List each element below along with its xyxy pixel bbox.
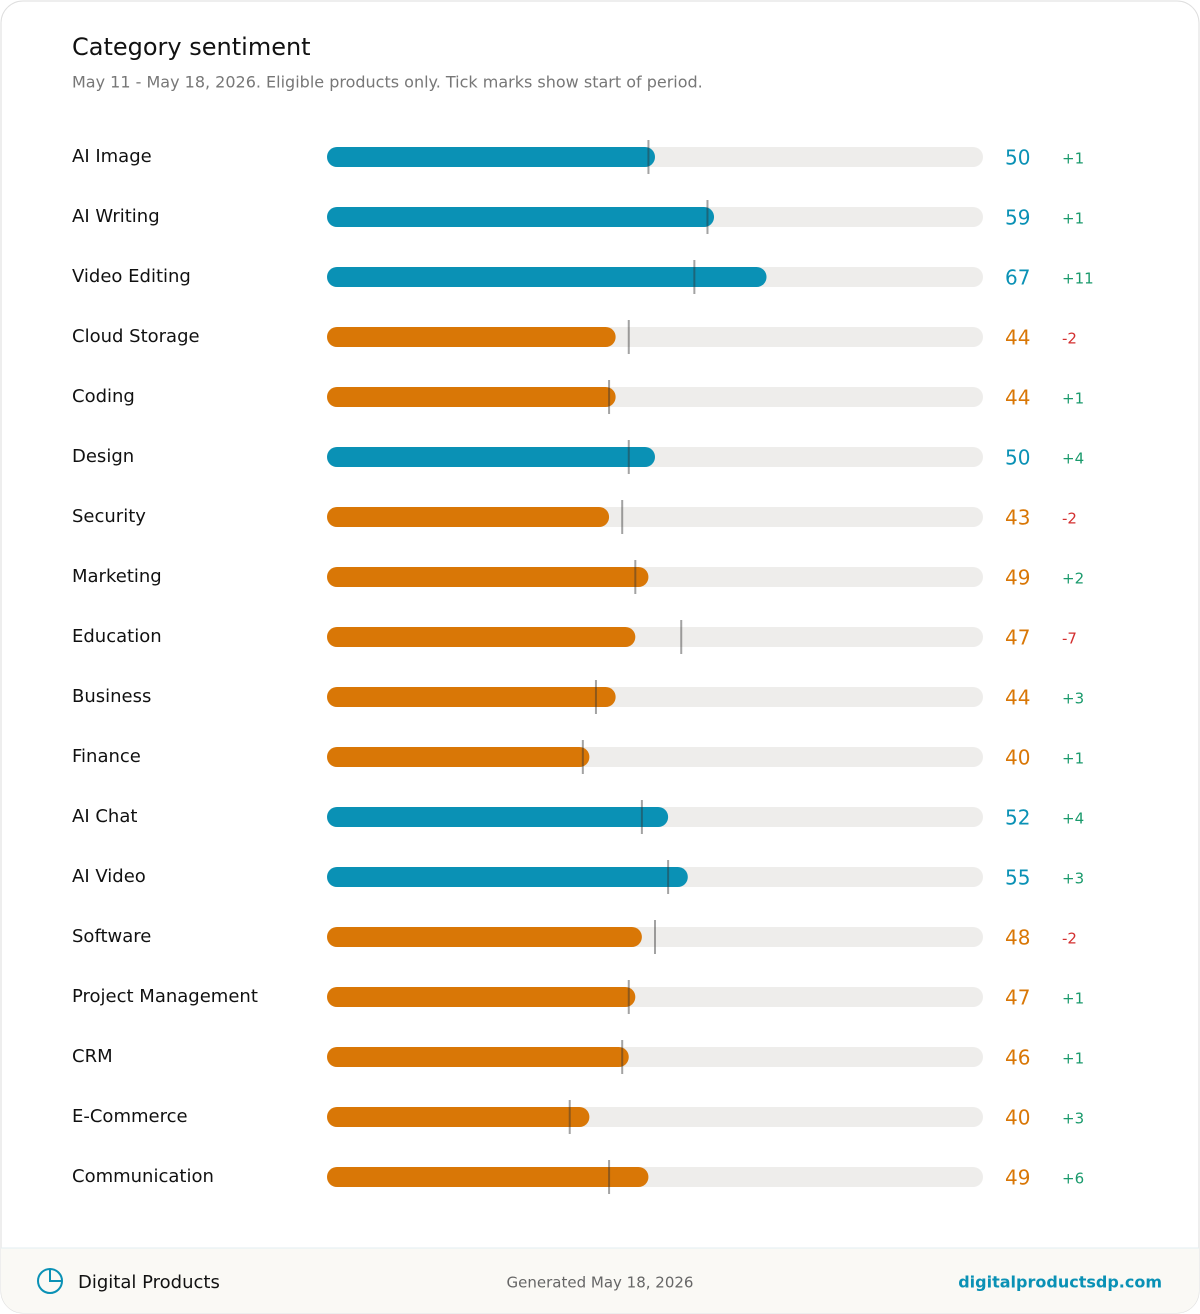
category-label: AI Chat	[72, 806, 137, 827]
value-label: 44	[1005, 326, 1030, 350]
brand-icon	[37, 1268, 63, 1294]
chart-subtitle: May 11 - May 18, 2026. Eligible products…	[72, 73, 703, 92]
category-label: Project Management	[72, 986, 258, 1007]
category-label: AI Video	[72, 866, 146, 887]
change-label: -2	[1062, 510, 1077, 528]
generated-date: Generated May 18, 2026	[507, 1274, 694, 1292]
value-label: 47	[1005, 986, 1030, 1010]
bar	[327, 1047, 629, 1067]
change-label: +11	[1062, 270, 1094, 288]
category-label: Design	[72, 446, 134, 467]
value-label: 43	[1005, 506, 1030, 530]
bar	[327, 927, 642, 947]
change-label: +3	[1062, 1110, 1084, 1128]
change-label: +1	[1062, 990, 1084, 1008]
category-label: Video Editing	[72, 266, 191, 287]
category-label: Cloud Storage	[72, 326, 200, 347]
change-label: -7	[1062, 630, 1077, 648]
change-label: -2	[1062, 930, 1077, 948]
change-label: +4	[1062, 810, 1084, 828]
change-label: -2	[1062, 330, 1077, 348]
change-label: +6	[1062, 1170, 1084, 1188]
bar	[327, 867, 688, 887]
change-label: +2	[1062, 570, 1084, 588]
value-label: 67	[1005, 266, 1030, 290]
category-label: AI Image	[72, 146, 152, 167]
category-label: Business	[72, 686, 151, 707]
bar	[327, 267, 767, 287]
value-label: 52	[1005, 806, 1030, 830]
change-label: +1	[1062, 750, 1084, 768]
value-label: 49	[1005, 1166, 1030, 1190]
value-label: 46	[1005, 1046, 1030, 1070]
value-label: 40	[1005, 746, 1030, 770]
bar	[327, 1107, 590, 1127]
bar	[327, 1167, 649, 1187]
value-label: 49	[1005, 566, 1030, 590]
value-label: 44	[1005, 686, 1030, 710]
value-label: 48	[1005, 926, 1030, 950]
bar	[327, 567, 649, 587]
bar	[327, 807, 669, 827]
bar	[327, 207, 715, 227]
category-label: CRM	[72, 1046, 113, 1067]
change-label: +1	[1062, 390, 1084, 408]
change-label: +1	[1062, 210, 1084, 228]
bar	[327, 687, 616, 707]
value-label: 59	[1005, 206, 1030, 230]
value-label: 55	[1005, 866, 1030, 890]
category-label: Marketing	[72, 566, 162, 587]
value-label: 44	[1005, 386, 1030, 410]
footer-bg	[1, 1248, 1199, 1313]
bar	[327, 387, 616, 407]
bar	[327, 507, 610, 527]
category-label: AI Writing	[72, 206, 160, 227]
change-label: +1	[1062, 150, 1084, 168]
category-label: Software	[72, 926, 151, 947]
value-label: 40	[1005, 1106, 1030, 1130]
bar	[327, 147, 655, 167]
category-label: Security	[72, 506, 146, 527]
category-label: Communication	[72, 1166, 214, 1187]
value-label: 47	[1005, 626, 1030, 650]
change-label: +3	[1062, 870, 1084, 888]
bar	[327, 987, 636, 1007]
category-label: E-Commerce	[72, 1106, 188, 1127]
change-label: +4	[1062, 450, 1084, 468]
brand-name: Digital Products	[78, 1272, 220, 1293]
value-label: 50	[1005, 146, 1030, 170]
bar	[327, 447, 655, 467]
bar	[327, 627, 636, 647]
site-link[interactable]: digitalproductsdp.com	[958, 1273, 1162, 1292]
category-label: Education	[72, 626, 162, 647]
chart-title: Category sentiment	[72, 33, 311, 61]
bar	[327, 327, 616, 347]
change-label: +1	[1062, 1050, 1084, 1068]
value-label: 50	[1005, 446, 1030, 470]
change-label: +3	[1062, 690, 1084, 708]
bar	[327, 747, 590, 767]
category-label: Coding	[72, 386, 135, 407]
category-label: Finance	[72, 746, 141, 767]
